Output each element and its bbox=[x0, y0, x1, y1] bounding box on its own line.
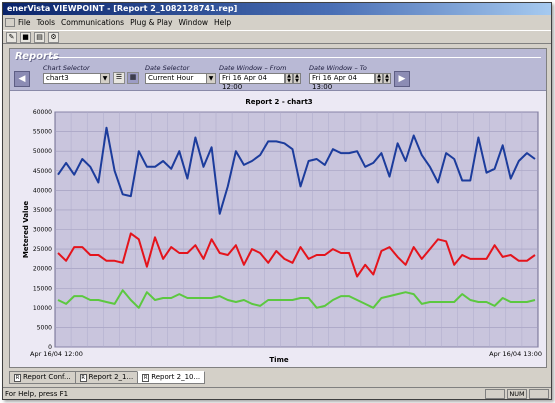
y-tick-label: 50000 bbox=[33, 148, 52, 155]
calendar-icon[interactable]: ▦ bbox=[127, 72, 139, 84]
y-axis-label: Metered Value bbox=[22, 201, 30, 259]
document-tabs: R Report Conf... R Report 2_1... R Report 2… bbox=[9, 371, 206, 384]
from-datetime[interactable]: Fri 16 Apr 04 12:00 bbox=[219, 73, 285, 91]
properties-icon[interactable]: ☰ bbox=[113, 72, 125, 84]
tab-label: Report Conf... bbox=[23, 373, 71, 381]
save-icon[interactable]: ■ bbox=[20, 31, 31, 43]
status-num: NUM bbox=[507, 388, 527, 399]
chart-grid bbox=[54, 111, 539, 348]
y-tick-label: 30000 bbox=[33, 227, 52, 234]
menu-tools[interactable]: Tools bbox=[36, 18, 56, 27]
next-button[interactable]: ▶ bbox=[394, 71, 410, 87]
chart-selector[interactable]: chart3 bbox=[43, 73, 101, 84]
panel-title: Reports bbox=[15, 51, 538, 62]
series-line-1 bbox=[57, 232, 536, 278]
open-icon[interactable]: ✎ bbox=[6, 31, 17, 43]
x-start-label: Apr 16/04 12:00 bbox=[30, 350, 83, 358]
y-tick-label: 25000 bbox=[33, 246, 52, 253]
y-tick-label: 40000 bbox=[33, 187, 52, 194]
report-view: Reports ◀ Chart Selector chart3 ▼ ☰ ▦ Da… bbox=[9, 48, 547, 368]
menu-help[interactable]: Help bbox=[214, 18, 232, 27]
menu-plug-and-play[interactable]: Plug & Play bbox=[130, 18, 173, 27]
y-tick-label: 35000 bbox=[33, 207, 52, 214]
line-chart: 0 5000 10000 15000 20000 25000 30000 35000 40000… bbox=[22, 98, 542, 364]
y-tick-label: 60000 bbox=[33, 109, 52, 116]
print-icon[interactable]: ▤ bbox=[34, 31, 45, 43]
report-icon[interactable]: ⚙ bbox=[48, 31, 59, 43]
from-spin-icon-2[interactable]: ▲ ▼ bbox=[293, 73, 301, 84]
from-spin-icon[interactable]: ▲ ▼ bbox=[285, 73, 293, 84]
status-bar: For Help, press F1 NUM bbox=[3, 387, 551, 399]
tab-report-2-1[interactable]: R Report 2_1... bbox=[74, 371, 139, 384]
chart-area: 0 5000 10000 15000 20000 25000 30000 35000 40000… bbox=[10, 92, 546, 367]
menu-file[interactable]: File bbox=[18, 18, 31, 27]
to-spin-icon-2[interactable]: ▲ ▼ bbox=[383, 73, 391, 84]
y-tick-label: 0 bbox=[48, 344, 52, 351]
menu-window[interactable]: Window bbox=[178, 18, 209, 27]
report-doc-icon: R bbox=[79, 373, 87, 382]
y-tick-labels: 0 5000 10000 15000 20000 25000 30000 35000 40000… bbox=[33, 109, 52, 351]
status-cell-empty bbox=[485, 388, 505, 399]
x-end-label: Apr 16/04 13:00 bbox=[489, 350, 542, 358]
menu-bar: File Tools Communications Plug & Play Wi… bbox=[3, 16, 551, 29]
to-label: Date Window – To bbox=[309, 64, 367, 72]
tab-report-2-10[interactable]: R Report 2_10... bbox=[137, 371, 206, 384]
date-selector-label: Date Selector bbox=[145, 64, 190, 72]
y-tick-label: 55000 bbox=[33, 129, 52, 136]
series-line-2 bbox=[57, 289, 536, 309]
tab-report-conf[interactable]: R Report Conf... bbox=[9, 371, 76, 384]
chart-title: Report 2 - chart3 bbox=[245, 98, 312, 106]
menu-communications[interactable]: Communications bbox=[61, 18, 125, 27]
y-tick-label: 45000 bbox=[33, 168, 52, 175]
tab-label: Report 2_1... bbox=[88, 373, 134, 381]
app-window: enerVista VIEWPOINT - [Report 2_10821287… bbox=[2, 2, 552, 400]
report-doc-icon: R bbox=[14, 373, 21, 382]
chart-series bbox=[57, 126, 536, 309]
status-message: For Help, press F1 bbox=[5, 389, 69, 398]
toolbar: ✎ ■ ▤ ⚙ bbox=[3, 30, 551, 44]
status-cell-empty-2 bbox=[529, 388, 549, 399]
previous-button[interactable]: ◀ bbox=[14, 71, 30, 87]
y-tick-label: 15000 bbox=[33, 285, 52, 292]
chevron-down-icon[interactable]: ▼ bbox=[206, 73, 216, 84]
series-line-0 bbox=[57, 126, 536, 215]
report-doc-icon: R bbox=[142, 373, 150, 382]
from-label: Date Window – From bbox=[219, 64, 287, 72]
y-tick-label: 5000 bbox=[37, 324, 52, 331]
report-controls: Reports ◀ Chart Selector chart3 ▼ ☰ ▦ Da… bbox=[10, 49, 546, 91]
y-tick-label: 20000 bbox=[33, 266, 52, 273]
window-title: enerVista VIEWPOINT - [Report 2_10821287… bbox=[3, 3, 551, 15]
document-icon[interactable] bbox=[5, 18, 15, 27]
to-spin-icon[interactable]: ▲ ▼ bbox=[375, 73, 383, 84]
chart-selector-label: Chart Selector bbox=[43, 64, 90, 72]
tab-label: Report 2_10... bbox=[151, 373, 201, 381]
y-tick-label: 10000 bbox=[33, 305, 52, 312]
to-datetime[interactable]: Fri 16 Apr 04 13:00 bbox=[309, 73, 375, 91]
x-axis-label: Time bbox=[269, 356, 288, 364]
date-selector[interactable]: Current Hour bbox=[145, 73, 207, 84]
chevron-down-icon[interactable]: ▼ bbox=[100, 73, 110, 84]
